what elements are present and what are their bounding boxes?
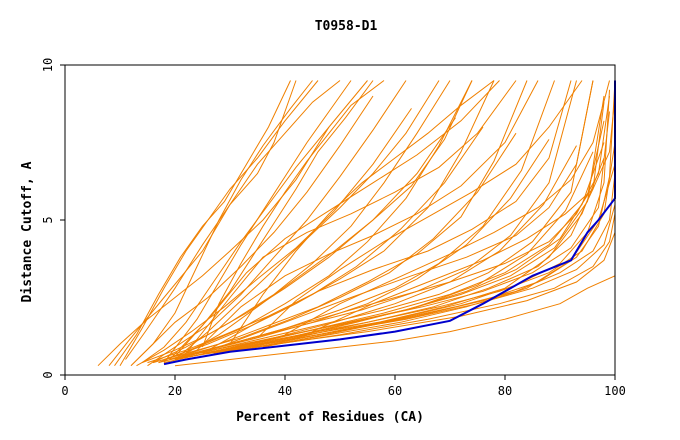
- y-axis-title: Distance Cutoff, A: [20, 161, 35, 302]
- y-tick-label: 10: [41, 58, 55, 72]
- series-line-27: [169, 80, 374, 360]
- x-axis: 0 20 40 60 80 100: [61, 375, 626, 398]
- series-line-6: [152, 80, 451, 364]
- series-line-18: [235, 213, 615, 351]
- series-line-8: [163, 80, 495, 360]
- y-tick-label: 5: [41, 216, 55, 223]
- series-line-42: [97, 126, 330, 367]
- x-tick-label: 0: [61, 384, 68, 398]
- series-line-2: [125, 80, 297, 360]
- x-tick-label: 100: [604, 384, 626, 398]
- series-line-32: [141, 117, 456, 364]
- series-line-45: [257, 80, 583, 339]
- series-line-4: [141, 80, 368, 364]
- x-axis-title: Percent of Residues (CA): [236, 410, 424, 425]
- series-line-49: [191, 142, 605, 357]
- background-series-group: [97, 80, 615, 367]
- series-line-20: [185, 80, 517, 354]
- series-line-48: [174, 275, 615, 367]
- series-line-34: [152, 132, 517, 364]
- series-line-3: [130, 80, 313, 367]
- series-line-50: [207, 120, 605, 354]
- series-line-41: [114, 80, 291, 366]
- series-line-36: [163, 145, 577, 364]
- series-line-29: [180, 80, 473, 357]
- series-line-22: [196, 80, 539, 351]
- x-tick-label: 20: [168, 384, 182, 398]
- series-line-44: [229, 80, 495, 345]
- series-line-53: [262, 80, 615, 348]
- highlight-series-line: [163, 80, 616, 366]
- series-line-9: [169, 80, 528, 360]
- series-line-24: [218, 80, 594, 348]
- series-line-12: [185, 80, 594, 357]
- series-line-15: [202, 142, 615, 354]
- series-line-26: [163, 80, 352, 363]
- series-line-43: [202, 80, 385, 348]
- series-line-35: [158, 139, 550, 364]
- series-line-5: [147, 80, 407, 367]
- series-line-47: [312, 95, 615, 333]
- x-tick-label: 40: [278, 384, 292, 398]
- x-tick-label: 80: [498, 384, 512, 398]
- y-tick-label: 0: [41, 371, 55, 378]
- chart-title: T0958-D1: [315, 19, 378, 34]
- series-line-46: [284, 80, 610, 336]
- series-line-33: [147, 126, 484, 364]
- highlight-series-group: [163, 80, 616, 366]
- x-tick-label: 60: [388, 384, 402, 398]
- series-line-31: [136, 108, 412, 367]
- series-line-19: [251, 232, 615, 348]
- series-line-30: [130, 95, 374, 367]
- y-axis: 0 5 10: [41, 58, 65, 379]
- series-line-21: [174, 80, 500, 357]
- series-line-51: [218, 102, 605, 354]
